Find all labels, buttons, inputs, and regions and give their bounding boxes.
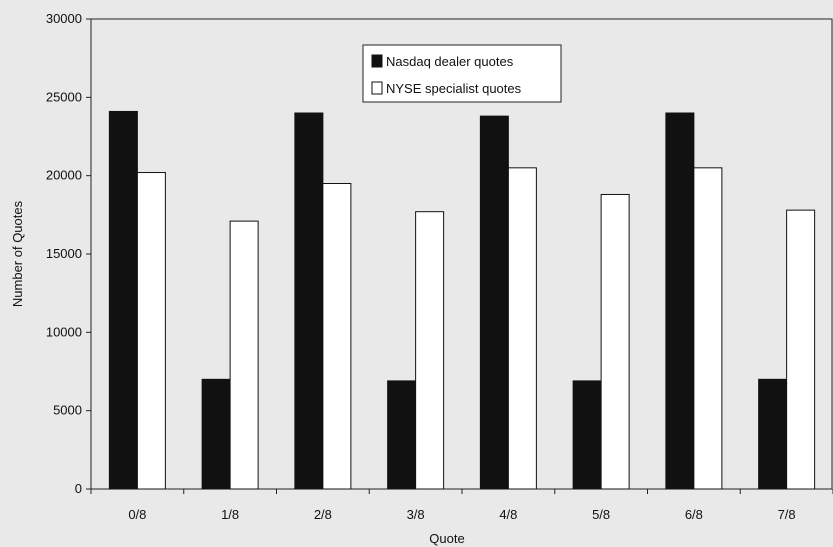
- y-tick-label: 30000: [46, 11, 82, 26]
- x-axis: 0/8 1/8 2/8 3/8 4/8 5/8 6/8 7/8: [90, 489, 833, 522]
- legend-label-nyse: NYSE specialist quotes: [386, 81, 522, 96]
- legend: Nasdaq dealer quotes NYSE specialist quo…: [362, 44, 562, 103]
- x-tick-label: 7/8: [778, 507, 796, 522]
- y-axis: 0 5000 10000 15000 20000 25000 30000: [46, 11, 91, 496]
- y-tick-label: 20000: [46, 168, 82, 183]
- bar-nyse-7-8: [786, 209, 816, 490]
- x-axis-title: Quote: [429, 531, 464, 546]
- bar-nasdaq-3-8: [387, 380, 417, 490]
- x-tick-label: 1/8: [221, 507, 239, 522]
- y-tick-label: 15000: [46, 246, 82, 261]
- legend-swatch-nasdaq: [371, 54, 383, 68]
- x-tick-label: 2/8: [314, 507, 332, 522]
- bar-nyse-1-8: [229, 220, 259, 490]
- x-tick-label: 5/8: [592, 507, 610, 522]
- legend-box: [362, 44, 562, 103]
- y-axis-title: Number of Quotes: [10, 200, 25, 307]
- x-tick-label: 6/8: [685, 507, 703, 522]
- x-tick-label: 3/8: [407, 507, 425, 522]
- legend-label-nasdaq: Nasdaq dealer quotes: [386, 54, 514, 69]
- bar-nyse-6-8: [693, 167, 723, 490]
- bar-nasdaq-2-8: [294, 112, 324, 490]
- bar-nasdaq-7-8: [758, 378, 788, 490]
- bar-nyse-2-8: [322, 183, 352, 490]
- bar-nasdaq-4-8: [479, 115, 509, 490]
- bar-nyse-4-8: [507, 167, 537, 490]
- bar-nyse-0-8: [136, 172, 166, 490]
- y-tick-label: 10000: [46, 324, 82, 339]
- bars: [108, 110, 816, 490]
- legend-swatch-nyse: [371, 81, 383, 95]
- y-tick-label: 25000: [46, 89, 82, 104]
- y-tick-label: 5000: [53, 403, 82, 418]
- bar-nyse-5-8: [600, 193, 630, 490]
- bar-nasdaq-1-8: [201, 378, 231, 490]
- x-tick-label: 4/8: [499, 507, 517, 522]
- x-tick-label: 0/8: [128, 507, 146, 522]
- bar-nyse-3-8: [415, 211, 445, 490]
- bar-nasdaq-5-8: [572, 380, 602, 490]
- bar-nasdaq-6-8: [665, 112, 695, 490]
- bar-nasdaq-0-8: [108, 110, 138, 490]
- y-tick-label: 0: [75, 481, 82, 496]
